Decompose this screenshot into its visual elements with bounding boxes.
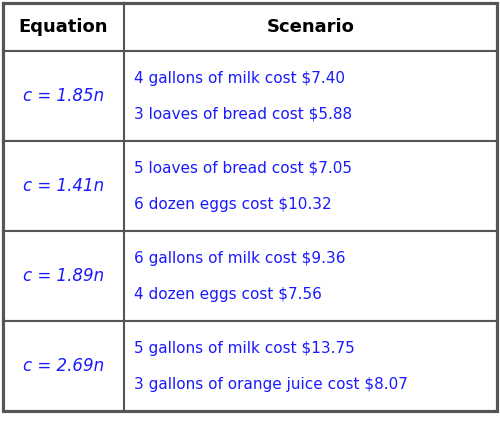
Text: c = 2.69n: c = 2.69n [23,357,104,375]
Text: Scenario: Scenario [266,18,354,36]
Bar [3,231,497,321]
Bar [3,51,497,141]
Text: 6 gallons of milk cost $9.36: 6 gallons of milk cost $9.36 [134,250,346,266]
Text: c = 1.41n: c = 1.41n [23,177,104,195]
Text: 3 gallons of orange juice cost $8.07: 3 gallons of orange juice cost $8.07 [134,377,408,391]
Text: c = 1.85n: c = 1.85n [23,87,104,105]
Bar [3,141,497,231]
Bar [3,321,497,411]
Text: 5 loaves of bread cost $7.05: 5 loaves of bread cost $7.05 [134,161,352,176]
Text: 3 loaves of bread cost $5.88: 3 loaves of bread cost $5.88 [134,107,352,122]
Text: 4 gallons of milk cost $7.40: 4 gallons of milk cost $7.40 [134,71,345,85]
Text: c = 1.89n: c = 1.89n [23,267,104,285]
Text: 5 gallons of milk cost $13.75: 5 gallons of milk cost $13.75 [134,340,355,355]
Text: 4 dozen eggs cost $7.56: 4 dozen eggs cost $7.56 [134,286,322,301]
Text: 6 dozen eggs cost $10.32: 6 dozen eggs cost $10.32 [134,196,332,212]
Bar [3,3,497,51]
Text: Equation: Equation [19,18,108,36]
